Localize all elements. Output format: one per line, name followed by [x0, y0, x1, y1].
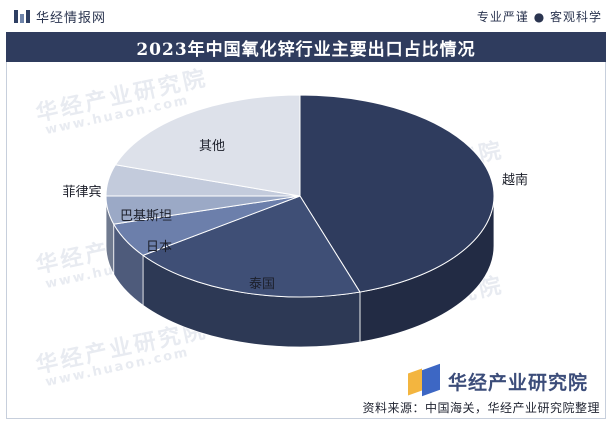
footer-logo-text: 华经产业研究院 — [448, 371, 589, 394]
slice-label: 菲律宾 — [62, 184, 101, 200]
source-note: 资料来源：中国海关，华经产业研究院整理 — [362, 401, 600, 415]
pie-slice — [142, 195, 361, 298]
brand-name: 华经情报网 — [36, 10, 107, 26]
slice-label: 越南 — [502, 172, 528, 188]
company-logo-icon — [408, 363, 442, 397]
top-bar: 华经情报网 专业严谨 ● 客观科学 — [0, 0, 612, 32]
pie-slice — [299, 94, 495, 293]
slice-label: 其他 — [199, 139, 225, 154]
pie-slice — [114, 94, 301, 197]
slice-label: 巴基斯坦 — [120, 209, 172, 224]
slice-label: 泰国 — [249, 277, 275, 292]
slice-label: 日本 — [146, 240, 172, 255]
brand-logo-icon — [14, 9, 30, 23]
slogan: 专业严谨 ● 客观科学 — [476, 9, 602, 24]
footer-logo: 华经产业研究院 — [408, 363, 589, 397]
brand[interactable]: 华经情报网 — [14, 7, 106, 26]
chart-frame — [6, 62, 606, 419]
chart-title: 2023年中国氧化锌行业主要出口占比情况 — [6, 32, 606, 62]
